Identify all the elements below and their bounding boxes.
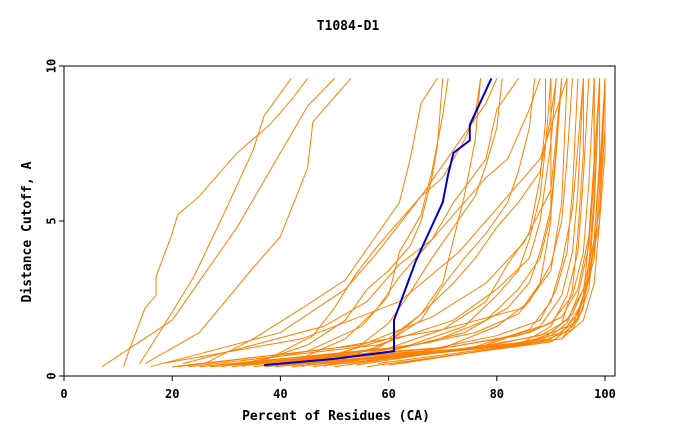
model-series-line-31 <box>307 78 606 366</box>
model-series-line-24 <box>269 78 536 366</box>
model-series-line-22 <box>258 78 482 365</box>
x-tick-label: 60 <box>381 387 395 401</box>
x-tick-label: 20 <box>165 387 179 401</box>
x-tick-label: 0 <box>60 387 67 401</box>
y-axis-ticks: 0 5 10 <box>45 59 64 380</box>
model-series-line-21 <box>253 78 563 368</box>
model-series-layer <box>101 78 606 368</box>
model-series-line-6 <box>161 78 568 365</box>
model-series-line-36 <box>334 78 584 368</box>
x-tick-label: 100 <box>594 387 616 401</box>
model-series-line-38 <box>356 78 584 366</box>
model-series-line-23 <box>264 78 606 368</box>
model-series-line-8 <box>177 78 568 368</box>
model-series-line-34 <box>323 78 557 368</box>
y-tick-label: 0 <box>45 372 59 379</box>
x-tick-label: 40 <box>273 387 287 401</box>
chart-title: T1084-D1 <box>317 19 380 34</box>
model-series-line-30 <box>301 78 503 368</box>
model-series-line-42 <box>399 78 584 365</box>
y-tick-label: 10 <box>45 59 59 73</box>
highlight-series-line <box>264 77 493 367</box>
model-series-line-11 <box>199 78 552 368</box>
model-series-line-9 <box>182 78 519 365</box>
model-series-line-4 <box>144 78 352 365</box>
model-series-line-15 <box>220 78 449 368</box>
model-series-line-2 <box>123 78 308 367</box>
x-tick-label: 80 <box>490 387 504 401</box>
model-series-line-37 <box>345 78 606 365</box>
model-series-line-3 <box>139 78 292 364</box>
model-series-line-5 <box>150 78 498 368</box>
highlight-series-layer <box>264 77 493 367</box>
model-series-line-14 <box>215 78 546 366</box>
y-tick-label: 5 <box>45 217 59 224</box>
model-series-line-27 <box>285 78 541 366</box>
model-series-line-32 <box>312 78 573 368</box>
model-series-line-19 <box>242 78 444 368</box>
model-series-line-1 <box>101 78 335 368</box>
y-axis-label: Distance Cutoff, A <box>20 161 35 302</box>
x-axis-label: Percent of Residues (CA) <box>242 409 430 424</box>
model-series-line-26 <box>280 78 552 365</box>
plot-area <box>101 77 606 368</box>
model-series-line-7 <box>172 78 563 368</box>
model-series-line-12 <box>204 78 438 365</box>
model-series-line-35 <box>329 78 601 366</box>
x-axis-ticks: 0 20 40 60 80 100 <box>60 376 616 401</box>
model-series-line-29 <box>296 78 563 366</box>
